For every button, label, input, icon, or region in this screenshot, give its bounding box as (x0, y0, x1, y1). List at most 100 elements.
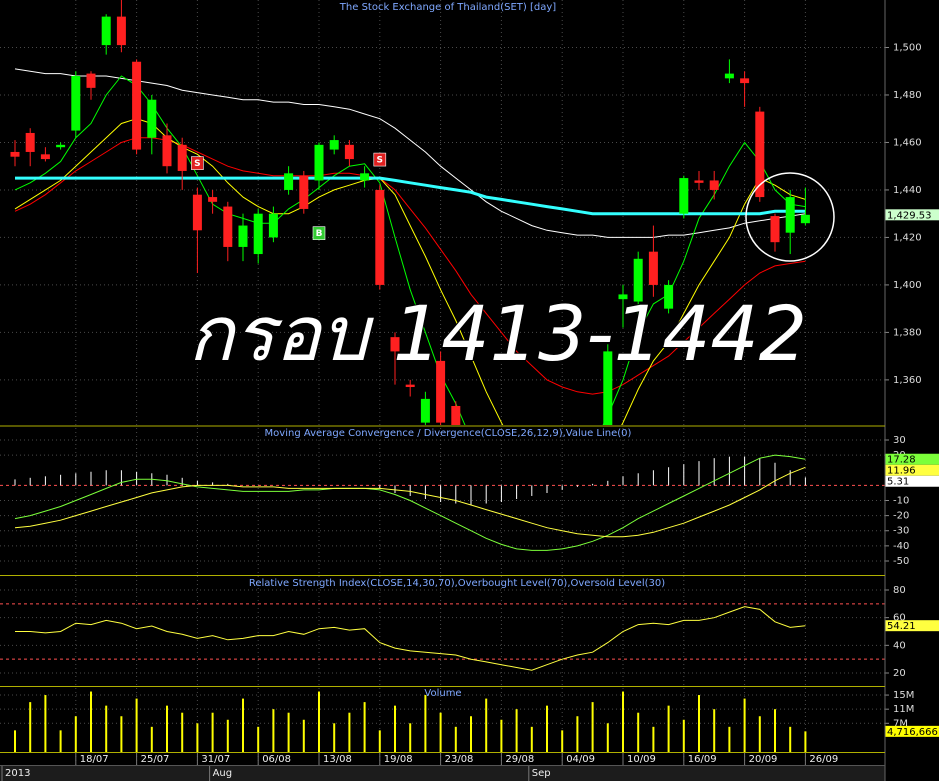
annotation: กรอบ 1413-1442 (188, 289, 807, 378)
y-tick-label: 20 (893, 668, 906, 679)
candle-body (375, 189, 385, 285)
volume-bar (333, 723, 336, 752)
volume-bar (44, 695, 47, 752)
volume-bar (135, 698, 138, 752)
last-value-label: 54.21 (887, 621, 916, 632)
y-tick-label: 1,460 (893, 137, 922, 148)
candle-body (785, 197, 795, 233)
last-value-box (885, 209, 939, 221)
volume-bar (470, 716, 472, 752)
month-label: Sep (532, 768, 551, 779)
volume-bar (698, 695, 700, 752)
candle-body (10, 151, 20, 157)
volume-bar (743, 698, 746, 752)
moving-average (15, 176, 806, 216)
y-tick-label: -50 (893, 556, 909, 567)
volume-bar (120, 716, 123, 752)
candle-body (101, 16, 111, 46)
x-tick-label: 29/08 (505, 754, 534, 765)
rsi-panel (0, 589, 885, 674)
volume-bar (561, 730, 564, 752)
signal-marker (312, 226, 326, 240)
x-tick-label: 16/09 (688, 754, 717, 765)
signal-label: S (377, 156, 383, 166)
volume-bar (14, 730, 16, 752)
volume-bar (728, 726, 731, 752)
last-value-box (885, 725, 939, 737)
candle-body (405, 384, 415, 388)
candle-body (694, 180, 704, 183)
volume-bar (530, 726, 533, 752)
signal-marker (191, 156, 204, 170)
x-tick-label: 19/08 (384, 754, 413, 765)
volume-bar (90, 691, 92, 752)
volume-bar (242, 698, 244, 752)
candle-body (329, 140, 339, 150)
volume-bar (105, 705, 108, 752)
candle-body (770, 216, 780, 243)
volume-bar (257, 726, 260, 752)
candle-body (618, 294, 628, 300)
x-tick-label: 13/08 (323, 754, 352, 765)
x-tick-label: 31/07 (201, 754, 230, 765)
y-tick-label: -10 (893, 496, 909, 507)
candle-body (755, 111, 765, 198)
y-tick-label: 80 (893, 585, 906, 596)
last-value-label: 1,429.53 (887, 210, 932, 221)
candle-body (314, 144, 324, 181)
candle-body (724, 73, 734, 79)
y-tick-label: 7M (893, 718, 908, 729)
volume-panel (0, 691, 885, 752)
volume-bar (454, 726, 457, 752)
volume-bar (226, 719, 229, 752)
candle-body (268, 213, 278, 238)
candle-body (253, 213, 263, 255)
panel-title: Volume (424, 688, 461, 699)
y-tick-label: 1,400 (893, 280, 922, 291)
axes: 1,360 1,380 1,400 1,420 1,440 1,460 1,480 1,500… (1, 42, 939, 781)
volume-bar (713, 709, 716, 752)
candle-body (132, 61, 142, 150)
volume-bar (546, 705, 548, 752)
volume-bar (500, 719, 503, 752)
macd-line (14, 454, 806, 551)
volume-bar (409, 723, 412, 752)
candle-body (800, 214, 810, 224)
signal-label: B (316, 229, 323, 239)
candle-body (177, 144, 187, 171)
volume-bar (59, 730, 62, 752)
volume-bar (682, 719, 685, 752)
candle-body (344, 144, 354, 160)
candle-body (25, 132, 35, 152)
candle-body (116, 16, 126, 46)
y-tick-label: 15M (893, 690, 914, 701)
signal-marker (373, 152, 387, 167)
y-tick-label: 1,420 (893, 232, 922, 243)
volume-bar (637, 712, 640, 752)
price-panel: S B S (0, 0, 885, 425)
last-value-box (885, 453, 939, 465)
candle-body (223, 206, 233, 247)
volume-bar (774, 709, 776, 752)
volume-bar (622, 691, 624, 752)
volume-bar (196, 723, 199, 752)
y-tick-label: 11M (893, 704, 914, 715)
y-tick-label: 1,380 (893, 327, 922, 338)
candle-body (436, 360, 446, 423)
y-tick-label: -40 (893, 541, 909, 552)
moving-average (14, 118, 806, 425)
candle-body (162, 135, 172, 167)
candle-body (603, 351, 613, 425)
candle-body (208, 197, 218, 202)
candle-body (740, 78, 750, 84)
last-value-label: 4,716,666 (887, 727, 938, 738)
volume-bar (166, 705, 168, 752)
x-tick-label: 25/07 (141, 754, 170, 765)
y-tick-label: 30 (893, 435, 906, 446)
panel-title: Relative Strength Index(CLOSE,14,30,70),… (249, 578, 665, 589)
month-row (0, 765, 885, 781)
rsi-line (15, 606, 806, 671)
last-value-box (885, 475, 939, 487)
candle-body (390, 337, 400, 352)
